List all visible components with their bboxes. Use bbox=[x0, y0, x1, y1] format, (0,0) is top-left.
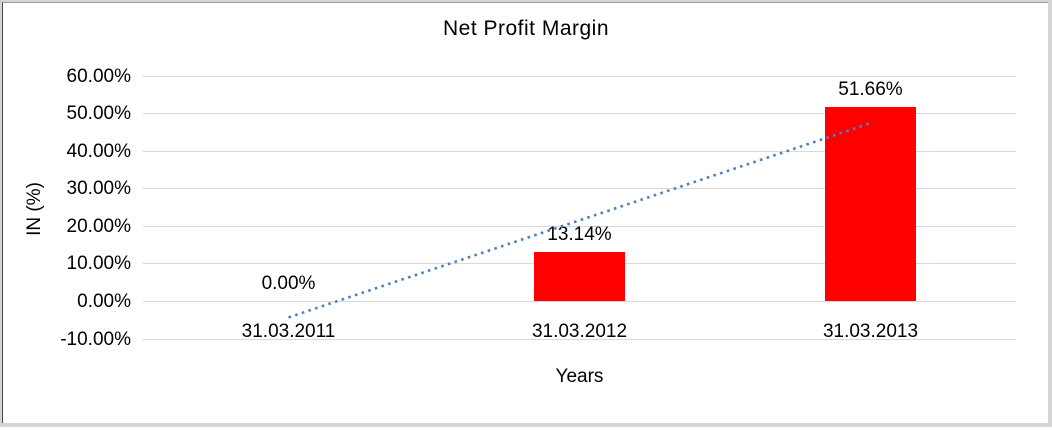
x-category-label: 31.03.2012 bbox=[531, 321, 628, 342]
chart-area: Net Profit Margin IN (%) 60.00% 50.00% 40.… bbox=[2, 2, 1048, 423]
y-tick-label: 10.00% bbox=[66, 253, 131, 275]
y-tick-label: 60.00% bbox=[66, 65, 131, 87]
y-tick-label: -10.00% bbox=[60, 328, 131, 350]
x-category-label: 31.03.2013 bbox=[822, 321, 919, 342]
y-tick-label: 30.00% bbox=[66, 178, 131, 200]
x-category-label: 31.03.2011 bbox=[241, 321, 336, 342]
bar-31.03.2013 bbox=[825, 107, 916, 302]
y-tick-label: 50.00% bbox=[66, 103, 131, 125]
bar-31.03.2012 bbox=[534, 252, 625, 302]
bar-value-label: 0.00% bbox=[261, 273, 316, 295]
chart-title: Net Profit Margin bbox=[442, 17, 610, 40]
bar-value-label: 51.66% bbox=[838, 79, 903, 101]
y-axis-title: IN (%) bbox=[24, 182, 45, 236]
x-axis-title: Years bbox=[555, 366, 604, 387]
y-tick-label: 0.00% bbox=[77, 290, 131, 312]
bar-value-label: 13.14% bbox=[547, 224, 612, 246]
gridline bbox=[143, 75, 1016, 77]
y-tick-label: 40.00% bbox=[66, 140, 131, 162]
y-tick-label: 20.00% bbox=[66, 215, 131, 237]
